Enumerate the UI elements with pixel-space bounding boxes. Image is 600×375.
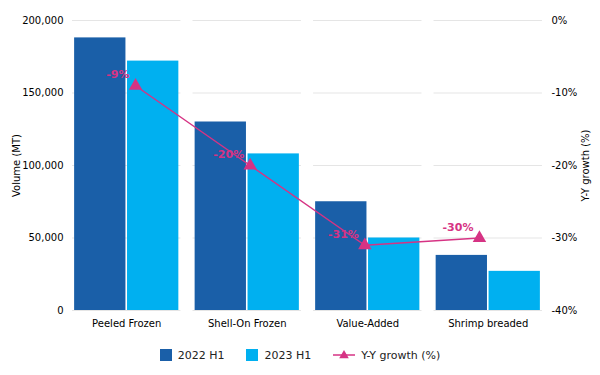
svg-text:Peeled Frozen: Peeled Frozen bbox=[92, 318, 161, 329]
html-text:2023 H1: 2023 H1 bbox=[264, 348, 312, 362]
svg-text:0%: 0% bbox=[552, 15, 568, 26]
svg-text:-31%: -31% bbox=[328, 228, 359, 241]
svg-text:Y-Y growth (%): Y-Y growth (%) bbox=[580, 129, 591, 202]
svg-text:Volume (MT): Volume (MT) bbox=[11, 134, 22, 197]
svg-text:-20%: -20% bbox=[213, 148, 244, 161]
svg-text:Shrimp breaded: Shrimp breaded bbox=[448, 318, 528, 329]
svg-text:-30%: -30% bbox=[443, 221, 474, 234]
svg-text:Shell-On Frozen: Shell-On Frozen bbox=[208, 318, 286, 329]
svg-text:100,000: 100,000 bbox=[22, 160, 63, 171]
svg-text:-10%: -10% bbox=[552, 87, 578, 98]
svg-text:-30%: -30% bbox=[552, 232, 578, 243]
svg-text:Value-Added: Value-Added bbox=[336, 318, 399, 329]
svg-text:200,000: 200,000 bbox=[22, 15, 63, 26]
svg-text:150,000: 150,000 bbox=[22, 87, 63, 98]
html-text:Y-Y growth (%): Y-Y growth (%) bbox=[361, 348, 441, 362]
html-text:2022 H1: 2022 H1 bbox=[177, 348, 225, 362]
svg-text:-40%: -40% bbox=[552, 305, 578, 316]
svg-text:0: 0 bbox=[57, 305, 63, 316]
svg-text:-20%: -20% bbox=[552, 160, 578, 171]
svg-text:-9%: -9% bbox=[106, 68, 129, 81]
svg-text:50,000: 50,000 bbox=[29, 232, 64, 243]
